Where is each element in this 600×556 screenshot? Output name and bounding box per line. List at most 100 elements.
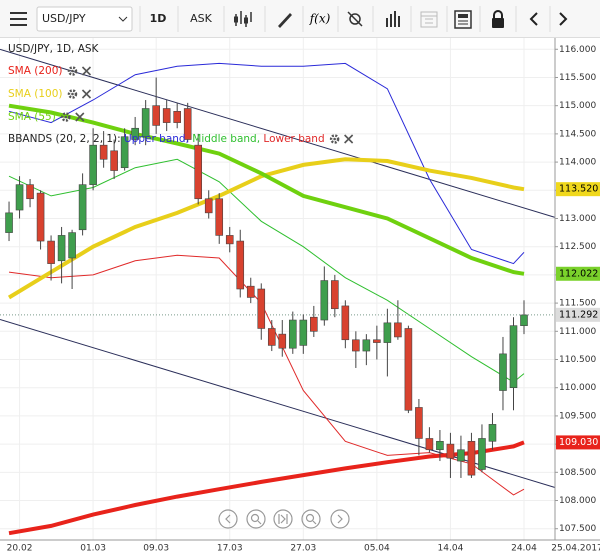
candle-body — [341, 305, 350, 341]
candle-body — [152, 105, 160, 126]
settings-icon[interactable] — [329, 134, 340, 144]
candle-body — [362, 339, 371, 352]
y-tick-label: 113.000 — [559, 214, 596, 224]
y-tick-label: 111.000 — [559, 327, 596, 337]
chart-title: USD/JPY, 1D, ASK — [8, 43, 100, 55]
symbol-select[interactable] — [36, 6, 133, 32]
interval-button[interactable]: 1D — [150, 12, 167, 25]
candle-body — [68, 232, 76, 259]
candle-body — [47, 240, 55, 264]
legend-item: SMA (200) — [8, 65, 62, 77]
gear — [67, 66, 78, 76]
settings-icon[interactable] — [67, 89, 78, 99]
x-tick-label: 09.03 — [143, 544, 169, 554]
candle-body — [131, 127, 139, 140]
close-icon[interactable] — [344, 134, 354, 144]
candle-body — [310, 316, 318, 332]
indicator-button[interactable] — [386, 11, 400, 27]
toolbar-icons: USD/JPY 1D ASK f(x) — [10, 6, 568, 32]
current-price-label-bg — [556, 307, 600, 322]
candle-body — [204, 198, 213, 214]
candle-body — [415, 407, 423, 439]
y-tick-label: 110.000 — [559, 383, 596, 393]
x-tick-label: 24.04 — [511, 544, 537, 554]
sma-last-label-bg — [556, 182, 600, 197]
y-tick-label: 115.000 — [559, 101, 596, 111]
sma-last-label-bg — [556, 435, 600, 450]
candle-body — [215, 198, 224, 236]
calculator-button[interactable] — [454, 10, 472, 29]
candle-body — [236, 240, 245, 290]
candle-body — [404, 328, 413, 411]
candle-body — [110, 150, 118, 171]
date-label: 25.04.2017 — [551, 544, 600, 554]
lock-button[interactable] — [492, 10, 504, 28]
close-icon[interactable] — [81, 89, 92, 99]
trendline — [0, 48, 556, 218]
legend-controls — [61, 112, 71, 122]
candle-body — [299, 319, 308, 346]
candle-body — [383, 322, 392, 343]
candle-body — [394, 322, 402, 338]
candle-body — [278, 333, 287, 349]
close-icon[interactable] — [81, 66, 92, 76]
x-tick-label: 01.03 — [80, 544, 106, 554]
settings-icon[interactable] — [61, 112, 71, 122]
candle-body — [36, 192, 45, 242]
candle-body — [288, 319, 297, 349]
candle-body — [267, 328, 276, 346]
draw-button[interactable] — [278, 13, 292, 28]
settings-icon[interactable] — [67, 66, 78, 76]
sma-line — [7, 157, 525, 300]
candle-body — [26, 184, 34, 200]
candle-body — [194, 144, 203, 200]
x-tick-label: 17.03 — [217, 544, 243, 554]
bband-line — [8, 62, 525, 265]
candle-body — [509, 325, 518, 389]
bband-line — [8, 158, 525, 383]
bbands-legend: BBANDS (20, 2, 2, 1): Upper band, Middle… — [8, 133, 325, 145]
reset[interactable] — [273, 509, 293, 529]
legend-controls — [329, 134, 340, 144]
gear — [67, 89, 78, 99]
dropdown-arrow — [118, 16, 128, 22]
scroll-right[interactable] — [330, 509, 350, 529]
chart-type-button[interactable] — [234, 11, 252, 27]
candle-body — [488, 424, 497, 442]
candle-body — [57, 235, 66, 262]
y-tick-label: 111.500 — [559, 299, 596, 309]
prev-button[interactable] — [529, 12, 538, 26]
close-icon[interactable] — [75, 112, 85, 122]
candle-body — [183, 108, 192, 140]
gear-hub — [71, 92, 74, 96]
legend-lower: Lower band — [263, 133, 324, 145]
x-tick-label: 14.04 — [438, 544, 464, 554]
function-button[interactable]: f(x) — [309, 12, 331, 26]
candle-body — [478, 438, 486, 470]
candle-body — [162, 108, 171, 123]
next-button[interactable] — [559, 12, 568, 26]
candle-body — [99, 144, 108, 160]
symbol: USD/JPY — [42, 12, 86, 25]
candle-body — [257, 288, 266, 329]
candle-body — [436, 440, 444, 451]
candle-body — [320, 280, 329, 321]
zoom-out[interactable] — [246, 509, 266, 529]
bbands-name: BBANDS (20, 2, 2, 1): — [8, 133, 121, 145]
legend-controls — [67, 89, 78, 99]
candle-body — [5, 212, 13, 233]
menu-button[interactable] — [10, 12, 27, 26]
y-tick-label: 112.500 — [559, 242, 596, 252]
gear-hub — [71, 69, 74, 73]
x-tick-label: 05.04 — [364, 544, 390, 554]
y-tick-label: 107.500 — [559, 524, 596, 534]
legend-item: SMA (55) — [8, 111, 56, 123]
price-side-button[interactable]: ASK — [190, 12, 213, 25]
scroll-left[interactable] — [218, 509, 238, 529]
calendar-button[interactable] — [420, 11, 438, 28]
zoom-in[interactable] — [301, 509, 321, 529]
candle-body — [225, 235, 234, 245]
y-tick-label: 116.000 — [559, 45, 596, 55]
shapes-button[interactable] — [347, 11, 363, 27]
